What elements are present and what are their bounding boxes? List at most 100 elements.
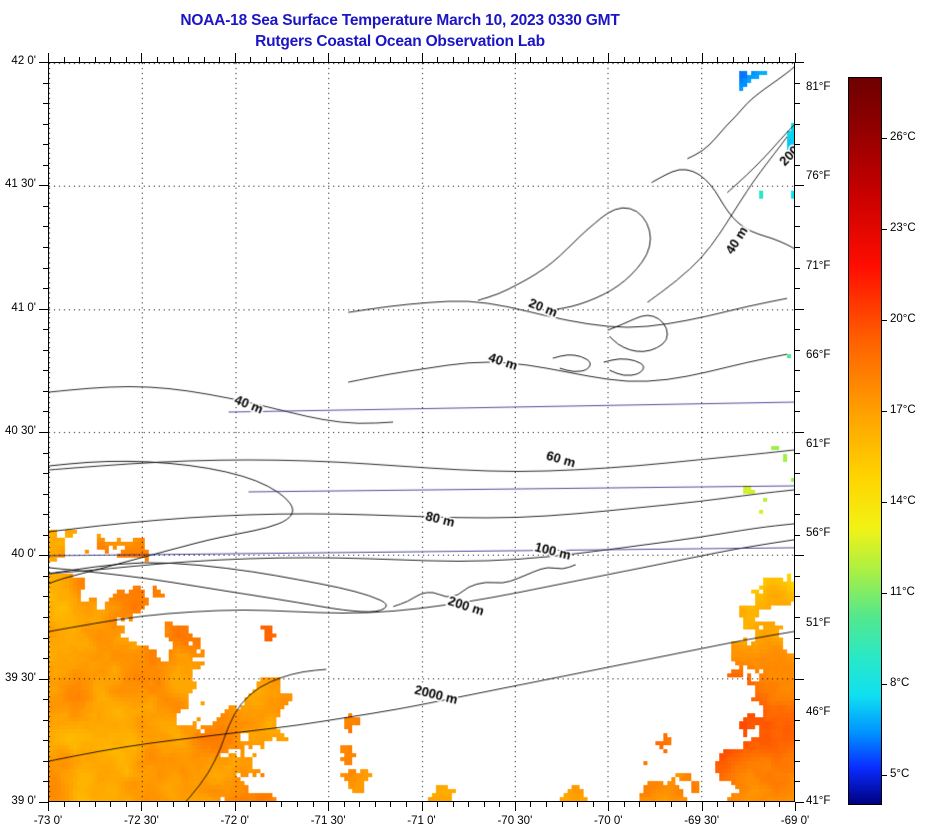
lon-axis-label: -69 30' [684, 815, 720, 827]
lon-tick-bottom [374, 802, 376, 807]
lon-tick-top [359, 57, 361, 62]
lon-tick-top [763, 57, 765, 62]
lon-tick-top [701, 53, 703, 62]
lat-tick-left [43, 82, 48, 84]
lat-tick-right [795, 390, 800, 392]
lon-tick-bottom [592, 802, 594, 807]
lon-tick-top [79, 57, 81, 62]
lon-tick-top [530, 57, 532, 62]
lon-tick-top [421, 53, 423, 62]
sst-map-plot[interactable] [48, 62, 795, 802]
lon-tick-bottom [390, 802, 392, 807]
lon-tick-top [234, 53, 236, 62]
lon-tick-top [437, 57, 439, 62]
lat-tick-left [43, 103, 48, 105]
lat-tick-left [43, 617, 48, 618]
lon-tick-bottom [779, 802, 781, 807]
lat-tick-left [43, 658, 48, 660]
lon-tick-bottom [265, 802, 267, 807]
colorbar-tick [882, 228, 887, 230]
lon-tick-bottom [514, 802, 516, 811]
title-line-1: NOAA-18 Sea Surface Temperature March 10… [180, 12, 620, 29]
lat-tick-right [795, 308, 804, 310]
lat-tick-right [795, 596, 800, 598]
lon-tick-bottom [156, 802, 158, 807]
lon-tick-top [623, 57, 625, 62]
lon-tick-bottom [670, 802, 672, 807]
lon-tick-bottom [577, 802, 579, 807]
lat-tick-right [795, 719, 800, 721]
fahrenheit-axis-label: 71°F [806, 259, 831, 272]
lat-tick-right [795, 740, 800, 742]
colorbar-tick [882, 774, 887, 776]
lat-axis-label: 39 30' [5, 671, 36, 684]
lat-tick-left [39, 802, 48, 803]
lon-tick-bottom [172, 802, 174, 807]
lat-tick-right [795, 164, 800, 166]
fahrenheit-axis-label: 56°F [806, 527, 831, 540]
lat-tick-left [43, 740, 48, 742]
lat-tick-right [795, 82, 800, 84]
lat-tick-right [795, 185, 804, 187]
lon-tick-top [795, 53, 796, 62]
lat-tick-right [795, 349, 800, 351]
fahrenheit-axis-label: 51°F [806, 616, 831, 629]
lon-tick-top [748, 57, 750, 62]
lat-tick-right [795, 555, 804, 557]
lon-tick-bottom [110, 802, 112, 807]
lon-tick-top [265, 57, 267, 62]
lat-tick-left [43, 575, 48, 577]
lon-tick-top [639, 57, 641, 62]
lat-tick-left [43, 288, 48, 290]
fahrenheit-axis-label: 66°F [806, 348, 831, 361]
lat-tick-left [43, 411, 48, 413]
lat-tick-right [795, 432, 804, 433]
lat-tick-right [795, 123, 800, 125]
lon-tick-bottom [701, 802, 703, 811]
lon-tick-top [483, 57, 485, 62]
lat-tick-right [795, 678, 804, 680]
lon-tick-bottom [203, 802, 205, 807]
lon-tick-top [546, 57, 547, 62]
lon-tick-top [343, 57, 345, 62]
lon-tick-top [717, 57, 719, 62]
lat-tick-left [39, 678, 48, 680]
lon-tick-top [250, 57, 252, 62]
lat-tick-left [43, 349, 48, 351]
lon-axis-label: -69 0' [780, 815, 810, 827]
lon-tick-bottom [297, 802, 298, 807]
lat-tick-left [43, 390, 48, 392]
lon-tick-top [592, 57, 594, 62]
lon-tick-bottom [561, 802, 563, 807]
lon-tick-bottom [141, 802, 143, 811]
lon-tick-bottom [234, 802, 236, 811]
lat-tick-right [795, 534, 800, 536]
lat-tick-right [795, 781, 800, 783]
colorbar-label: 26°C [890, 130, 916, 143]
lon-tick-top [670, 57, 672, 62]
fahrenheit-axis-label: 61°F [806, 438, 831, 450]
colorbar-tick [882, 683, 887, 685]
lon-tick-top [732, 57, 734, 62]
lon-tick-top [468, 57, 470, 62]
lon-tick-bottom [312, 802, 314, 807]
lon-tick-bottom [188, 802, 190, 807]
lat-tick-left [43, 205, 48, 207]
colorbar-label: 20°C [890, 312, 916, 325]
colorbar-tick [882, 410, 887, 412]
lon-tick-bottom [421, 802, 423, 811]
lon-tick-top [779, 57, 781, 62]
lon-tick-bottom [608, 802, 610, 811]
lon-tick-top [312, 57, 314, 62]
lat-tick-right [795, 205, 800, 207]
lat-tick-left [39, 308, 48, 310]
colorbar-label: 11°C [890, 585, 915, 598]
lon-tick-top [654, 57, 656, 62]
lon-tick-top [452, 57, 454, 62]
temperature-colorbar[interactable] [848, 77, 882, 805]
lon-axis-label: -71 0' [407, 815, 436, 827]
lon-tick-bottom [686, 802, 688, 807]
lon-tick-top [94, 57, 96, 62]
colorbar-tick [882, 501, 887, 503]
lon-tick-top [390, 57, 392, 62]
